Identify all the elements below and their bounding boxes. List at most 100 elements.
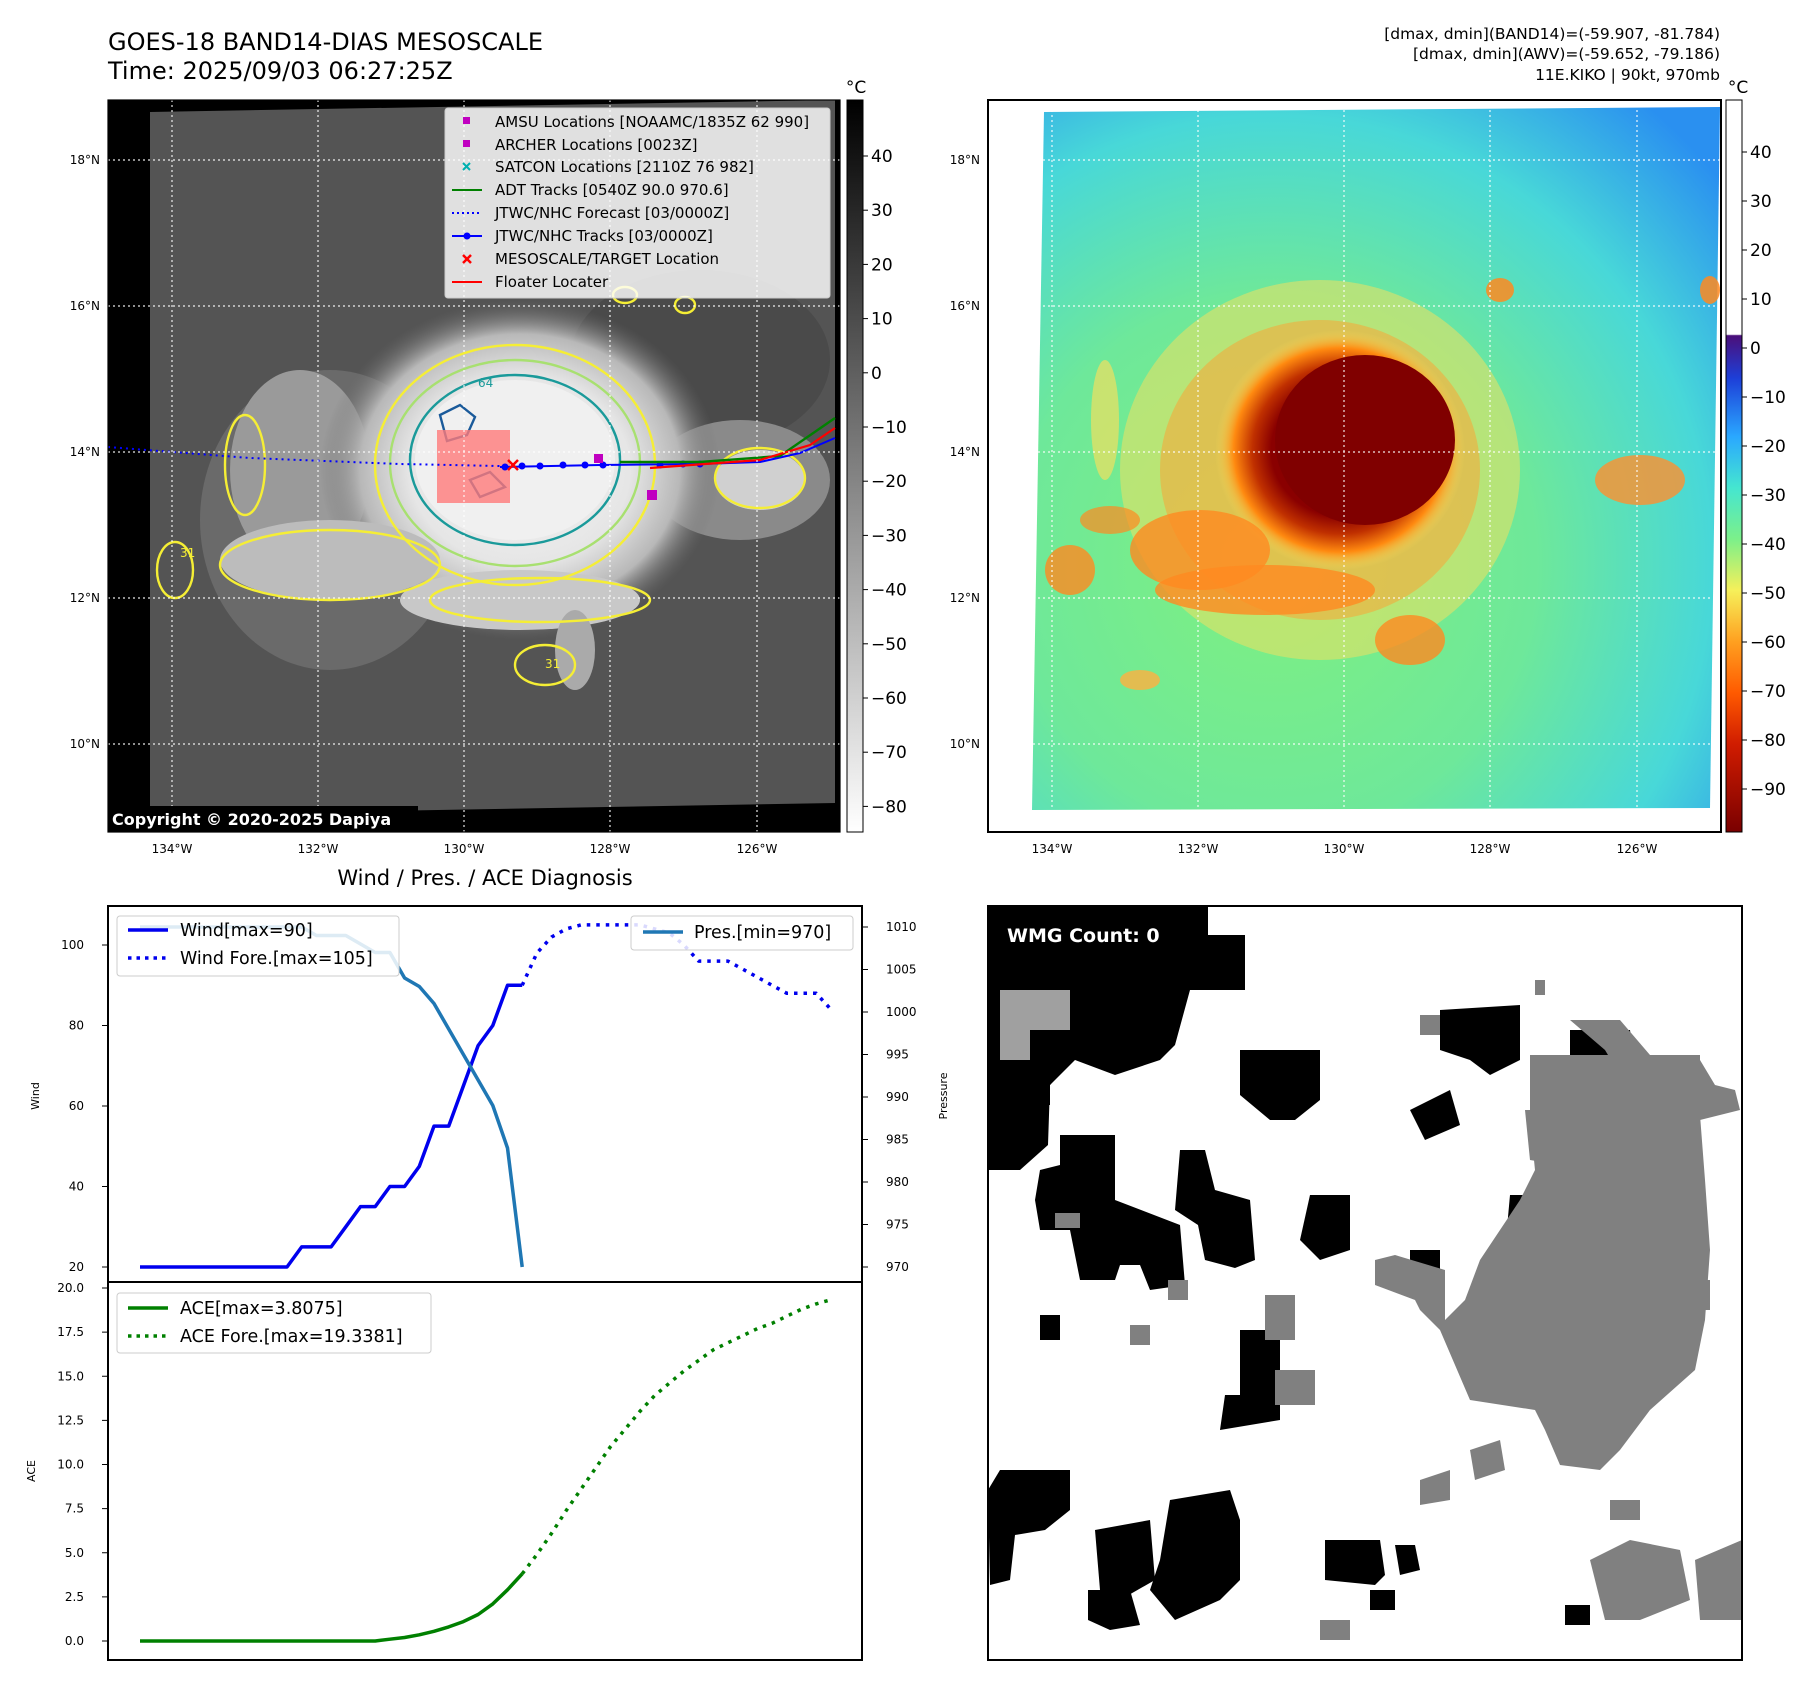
awv-colorbar-unit: °C: [1728, 78, 1748, 98]
legend-archer: ARCHER Locations [0023Z]: [495, 136, 698, 154]
contour-label-64: 64: [478, 376, 493, 390]
wind-axis-tick-label: 100: [61, 938, 84, 952]
wind-legend-dotted: Wind Fore.[max=105]: [180, 949, 373, 969]
awv-lon-128: 128°W: [1470, 842, 1511, 856]
awv-colorbar-tick-label: 40: [1750, 143, 1772, 163]
awv-colorbar-tick-label: −80: [1750, 731, 1786, 751]
ir-lon-130: 130°W: [444, 842, 485, 856]
ace-legend-dotted: ACE Fore.[max=19.3381]: [180, 1327, 403, 1347]
pres-axis-tick-label: 1005: [886, 963, 917, 977]
ir-colorbar-tick-label: 30: [871, 201, 893, 221]
info-line1: [dmax, dmin](BAND14)=(-59.907, -81.784): [1384, 25, 1720, 43]
ir-colorbar-tick-label: 0: [871, 364, 882, 384]
awv-lat-10: 10°N: [950, 737, 980, 751]
ir-panel: 64 31 31 AMS: [70, 78, 907, 856]
ace-legend: ACE[max=3.8075] ACE Fore.[max=19.3381]: [116, 1292, 432, 1354]
ace-axis-tick-label: 2.5: [65, 1590, 84, 1604]
legend-icon-archer: [463, 140, 470, 147]
contour-label-31: 31: [180, 546, 195, 560]
awv-colorbar-tick-label: −20: [1750, 437, 1786, 457]
ir-colorbar: [846, 99, 864, 833]
diag-title: Wind / Pres. / ACE Diagnosis: [337, 866, 632, 890]
legend-tracks: JTWC/NHC Tracks [03/0000Z]: [494, 227, 713, 245]
awv-image: [988, 100, 1721, 832]
info-line2: [dmax, dmin](AWV)=(-59.652, -79.186): [1413, 45, 1720, 63]
ir-colorbar-tick-label: 40: [871, 147, 893, 167]
legend-icon-amsu: [463, 117, 470, 124]
legend-amsu: AMSU Locations [NOAAMC/1835Z 62 990]: [495, 113, 809, 131]
ace-axis-tick-label: 15.0: [57, 1369, 84, 1383]
ir-lon-128: 128°W: [590, 842, 631, 856]
wind-axis-tick-label: 40: [69, 1180, 84, 1194]
awv-colorbar-tick-label: −50: [1750, 584, 1786, 604]
series-line-2-1: [520, 1298, 832, 1575]
ir-colorbar-tick-label: −50: [871, 635, 907, 655]
legend-forecast: JTWC/NHC Forecast [03/0000Z]: [494, 204, 729, 222]
awv-lon-134: 134°W: [1032, 842, 1073, 856]
ir-colorbar-tick-label: 10: [871, 310, 893, 330]
ir-colorbar-ticks: 40 30 20 10 0 −10 −20 −30 −40 −50 −60 −70 −80: [863, 147, 907, 817]
legend-icon-target: [462, 254, 472, 264]
ace-axis-tick-label: 20.0: [57, 1281, 84, 1295]
archer-marker: [594, 454, 603, 463]
ace-legend-solid: ACE[max=3.8075]: [180, 1299, 343, 1319]
awv-lat-12: 12°N: [950, 591, 980, 605]
awv-colorbar-tick-label: −60: [1750, 633, 1786, 653]
awv-colorbar-tick-label: −90: [1750, 780, 1786, 800]
awv-colorbar-tick-label: 30: [1750, 192, 1772, 212]
pres-axis-tick-label: 975: [886, 1218, 909, 1232]
wind-legend: Wind[max=90] Wind Fore.[max=105]: [116, 915, 400, 977]
ace-axis-tick-label: 0.0: [65, 1634, 84, 1648]
pres-axis-tick-label: 995: [886, 1048, 909, 1062]
wind-axis-ticks: 100 80 60 40 20: [61, 938, 108, 1274]
legend-satcon: SATCON Locations [2110Z 76 982]: [495, 158, 754, 176]
legend-icon-tracks: [452, 232, 482, 240]
ir-lon-134: 134°W: [152, 842, 193, 856]
pres-ylabel: Pressure: [937, 1072, 950, 1119]
wind-legend-solid: Wind[max=90]: [180, 921, 313, 941]
awv-colorbar-ticks: 40 30 20 10 0 −10 −20 −30 −40 −50 −60 −70 −80 −90: [1742, 143, 1786, 800]
awv-panel: 18°N 16°N 14°N 12°N 10°N 134°W 132°W 130…: [950, 78, 1786, 856]
ace-ylabel: ACE: [25, 1460, 38, 1482]
awv-colorbar: [1725, 99, 1743, 833]
figure-title-line2: Time: 2025/09/03 06:27:25Z: [107, 57, 453, 85]
awv-colorbar-tick-label: −40: [1750, 535, 1786, 555]
ir-frame: [107, 99, 841, 833]
awv-colorbar-tick-label: −30: [1750, 486, 1786, 506]
wind-axis-tick-label: 80: [69, 1019, 84, 1033]
ir-lat-12: 12°N: [70, 591, 100, 605]
wmg-panel: WMG Count: 0: [987, 905, 1743, 1661]
awv-frame: [987, 99, 1722, 833]
pres-axis-ticks: 1010 1005 1000 995 990 985 980 975 970: [862, 920, 917, 1274]
info-line3: 11E.KIKO | 90kt, 970mb: [1535, 66, 1720, 84]
pres-axis-tick-label: 985: [886, 1133, 909, 1147]
awv-lon-132: 132°W: [1178, 842, 1219, 856]
ace-axis-tick-label: 5.0: [65, 1546, 84, 1560]
contour-label-31b: 31: [545, 657, 560, 671]
ace-axis-tick-label: 10.0: [57, 1458, 84, 1472]
ir-lat-14: 14°N: [70, 445, 100, 459]
ace-axis-tick-label: 12.5: [57, 1413, 84, 1427]
ir-lat-18: 18°N: [70, 153, 100, 167]
ace-axis-tick-label: 7.5: [65, 1502, 84, 1516]
copyright-bg: [108, 806, 418, 832]
ir-colorbar-unit: °C: [846, 78, 866, 98]
wmg-frame: [987, 905, 1743, 1661]
awv-lon-126: 126°W: [1617, 842, 1658, 856]
legend-floater: Floater Locater: [495, 273, 609, 291]
copyright: Copyright © 2020-2025 Dapiya: [112, 810, 391, 829]
series-line-1-0: [140, 925, 524, 1268]
wmg-cloud-field: [988, 906, 1742, 1640]
ir-colorbar-tick-label: −30: [871, 526, 907, 546]
ir-colorbar-tick-label: −20: [871, 472, 907, 492]
legend-icon-satcon: [462, 162, 471, 171]
pres-axis-tick-label: 1010: [886, 920, 917, 934]
pres-axis-tick-label: 980: [886, 1175, 909, 1189]
awv-lat-14: 14°N: [950, 445, 980, 459]
awv-colorbar-tick-label: 20: [1750, 241, 1772, 261]
pres-axis-tick-label: 970: [886, 1260, 909, 1274]
forecast-track: [107, 446, 501, 467]
series-line-2-0: [140, 1572, 524, 1643]
ace-axes-frame: [107, 1281, 863, 1661]
adt-track: [620, 417, 836, 464]
